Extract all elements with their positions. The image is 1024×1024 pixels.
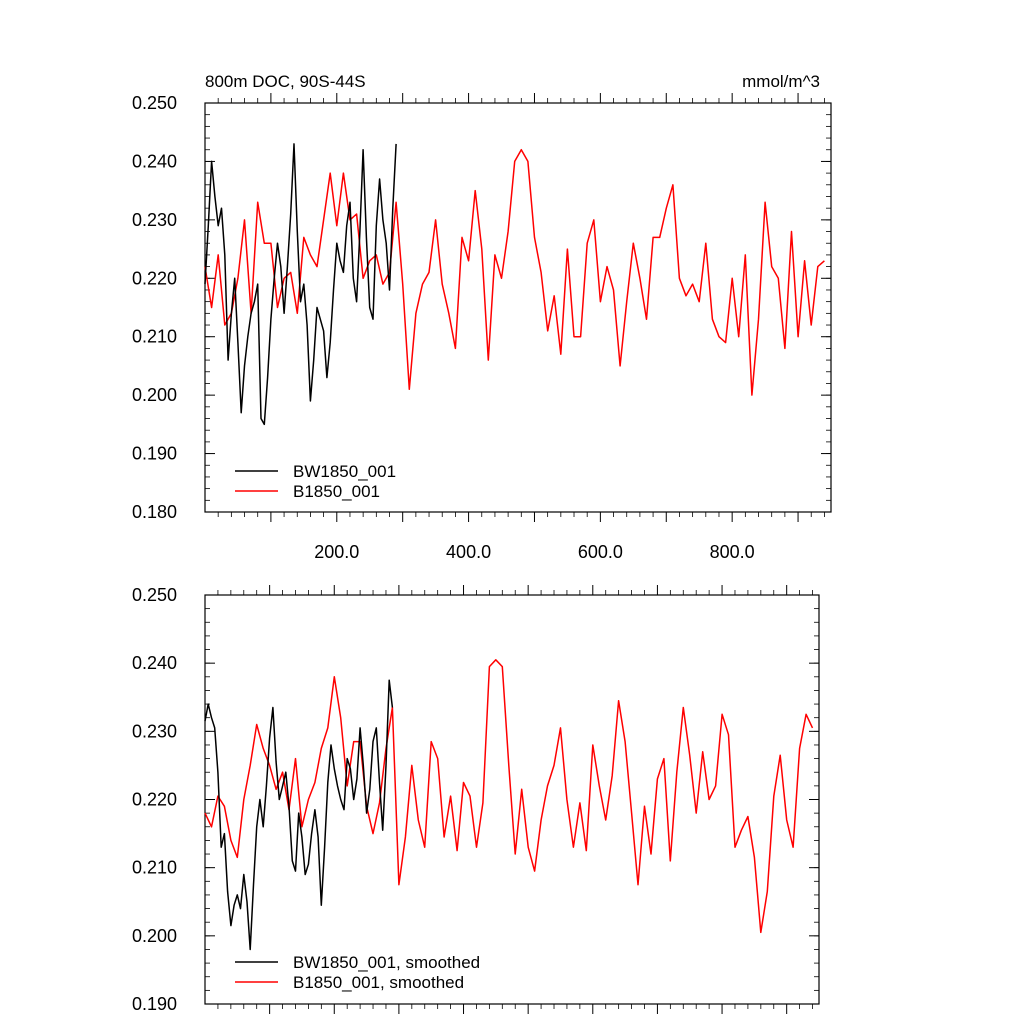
bottom-series-lines xyxy=(204,659,814,951)
x-tick-label: 600.0 xyxy=(578,542,623,562)
chart-title: 800m DOC, 90S-44S xyxy=(205,72,366,91)
x-tick-label: 400.0 xyxy=(446,542,491,562)
y-tick-label: 0.240 xyxy=(132,151,177,171)
y-tick-label: 0.210 xyxy=(132,858,177,878)
units-label: mmol/m^3 xyxy=(742,72,820,91)
x-tick-label: 200.0 xyxy=(314,542,359,562)
y-tick-label: 0.250 xyxy=(132,585,177,605)
y-tick-label: 0.210 xyxy=(132,327,177,347)
bottom-panel: 0.190 0.200 0.210 0.220 0.230 0.240 0.250 BW18… xyxy=(132,585,820,1014)
top-panel: 800m DOC, 90S-44S mmol/m^3 0.180 0.190 0.2… xyxy=(132,72,832,562)
y-tick-label: 0.230 xyxy=(132,210,177,230)
x-tick-label: 800.0 xyxy=(710,542,755,562)
top-series-lines xyxy=(204,143,825,426)
bottom-ticks: 0.190 0.200 0.210 0.220 0.230 0.240 0.250 xyxy=(132,585,819,1014)
bottom-legend: BW1850_001, smoothed B1850_001, smoothed xyxy=(235,953,480,992)
y-tick-label: 0.200 xyxy=(132,385,177,405)
legend-label-bw1850-smoothed: BW1850_001, smoothed xyxy=(293,953,480,972)
top-plot-frame xyxy=(204,102,832,513)
series-line-bw1850-001 xyxy=(204,143,397,426)
y-tick-label: 0.190 xyxy=(132,994,177,1014)
y-tick-label: 0.180 xyxy=(132,502,177,522)
y-tick-label: 0.200 xyxy=(132,926,177,946)
legend-label-bw1850: BW1850_001 xyxy=(293,462,396,481)
series-line-b1850-001-smoothed xyxy=(204,659,814,934)
y-tick-label: 0.220 xyxy=(132,790,177,810)
y-tick-label: 0.230 xyxy=(132,721,177,741)
series-line-b1850-001 xyxy=(204,148,825,396)
top-ticks: 0.180 0.190 0.200 0.210 0.220 0.230 0.240 0.250… xyxy=(132,93,831,562)
legend-label-b1850: B1850_001 xyxy=(293,482,380,501)
y-tick-label: 0.220 xyxy=(132,268,177,288)
series-line-bw1850-001-smoothed xyxy=(204,679,394,951)
y-tick-label: 0.250 xyxy=(132,93,177,113)
y-tick-label: 0.240 xyxy=(132,653,177,673)
y-tick-label: 0.190 xyxy=(132,444,177,464)
top-legend: BW1850_001 B1850_001 xyxy=(235,462,396,501)
legend-label-b1850-smoothed: B1850_001, smoothed xyxy=(293,973,464,992)
